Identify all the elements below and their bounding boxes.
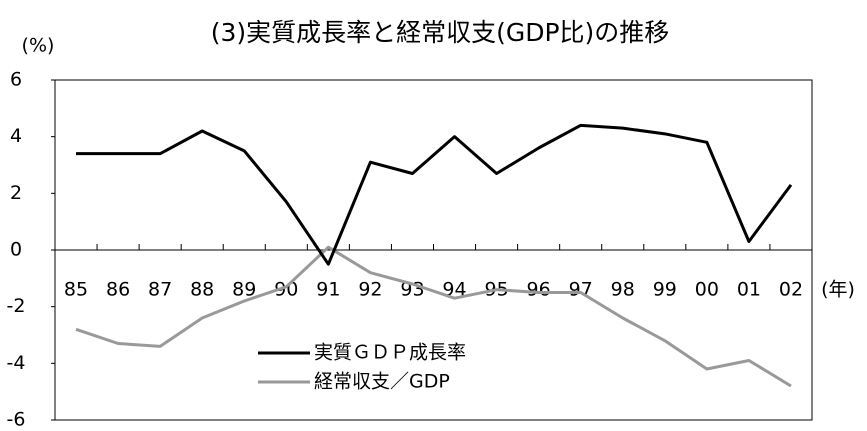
y-tick-label: -4 xyxy=(7,352,26,374)
x-tick-label: 91 xyxy=(316,279,340,301)
x-tick-label: 89 xyxy=(232,279,256,301)
legend-label: 実質ＧＤＰ成長率 xyxy=(314,342,466,364)
x-axis-label: (年) xyxy=(821,279,855,301)
x-tick-label: 86 xyxy=(106,279,130,301)
y-tick-label: -2 xyxy=(7,295,26,317)
x-tick-label: 96 xyxy=(527,279,551,301)
y-tick-label: 2 xyxy=(10,182,22,204)
series-line xyxy=(76,123,793,266)
x-tick-label: 99 xyxy=(653,279,677,301)
x-tick-label: 85 xyxy=(64,279,88,301)
y-axis-label: (%) xyxy=(22,35,55,57)
x-tick-label: 01 xyxy=(737,279,761,301)
x-tick-label: 90 xyxy=(274,279,298,301)
chart-title: (3)実質成長率と経常収支(GDP比)の推移 xyxy=(211,18,670,47)
x-tick-label: 93 xyxy=(400,279,424,301)
x-tick-label: 92 xyxy=(358,279,382,301)
x-tick-label: 02 xyxy=(779,279,803,301)
x-tick-label: 88 xyxy=(190,279,214,301)
y-tick-label: 4 xyxy=(10,125,22,147)
y-tick-label: 6 xyxy=(10,69,22,91)
legend-label: 経常収支／GDP xyxy=(314,371,450,393)
x-tick-label: 98 xyxy=(611,279,635,301)
series-line xyxy=(75,245,792,388)
y-tick-label: -6 xyxy=(7,409,26,431)
y-tick-label: 0 xyxy=(10,239,22,261)
x-tick-label: 00 xyxy=(695,279,719,301)
x-tick-label: 87 xyxy=(148,279,172,301)
